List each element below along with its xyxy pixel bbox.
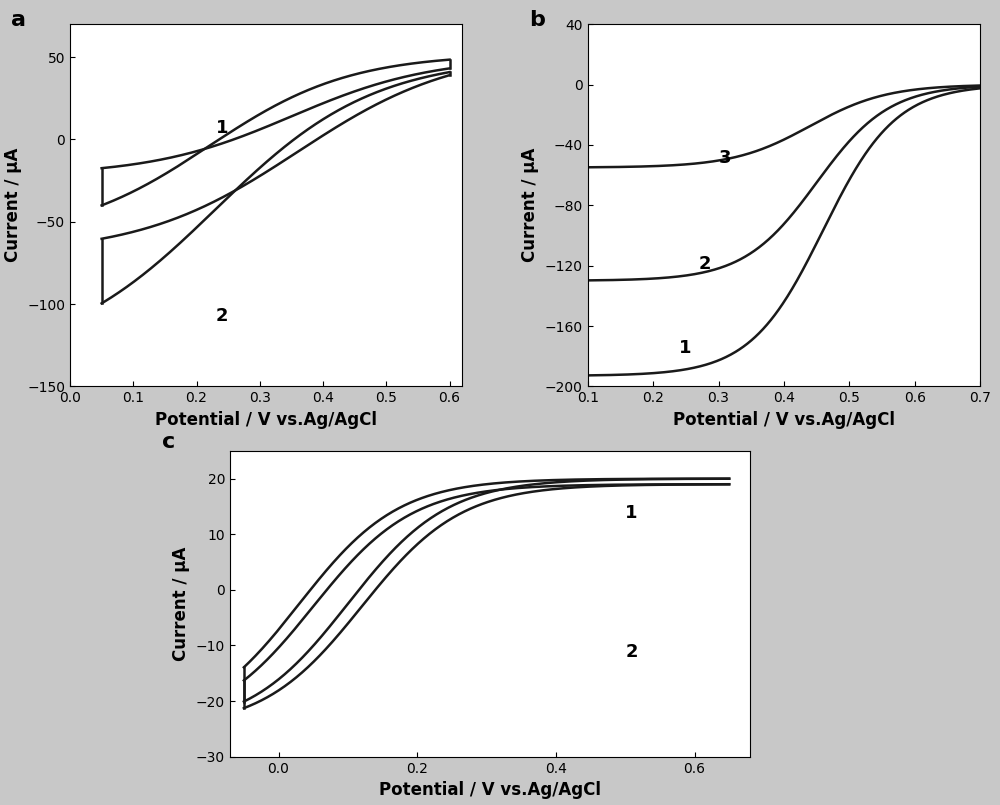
X-axis label: Potential / V vs.Ag/AgCl: Potential / V vs.Ag/AgCl xyxy=(379,781,601,799)
X-axis label: Potential / V vs.Ag/AgCl: Potential / V vs.Ag/AgCl xyxy=(673,411,895,429)
Text: 2: 2 xyxy=(699,254,711,273)
Text: b: b xyxy=(529,10,545,30)
Text: 2: 2 xyxy=(216,307,228,324)
Text: 1: 1 xyxy=(625,504,638,522)
Text: 1: 1 xyxy=(216,119,228,137)
Y-axis label: Current / μA: Current / μA xyxy=(172,547,190,661)
Text: 2: 2 xyxy=(625,642,638,661)
Y-axis label: Current / μA: Current / μA xyxy=(521,148,539,262)
Text: a: a xyxy=(11,10,26,30)
Y-axis label: Current / μA: Current / μA xyxy=(4,148,22,262)
Text: 1: 1 xyxy=(679,339,692,357)
Text: c: c xyxy=(162,432,176,452)
X-axis label: Potential / V vs.Ag/AgCl: Potential / V vs.Ag/AgCl xyxy=(155,411,377,429)
Text: 3: 3 xyxy=(719,149,731,167)
